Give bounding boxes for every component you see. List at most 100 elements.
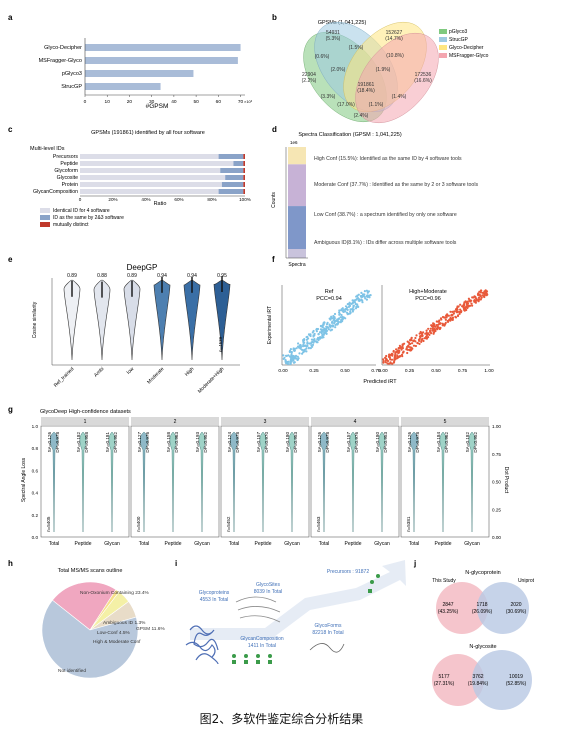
bar-a-label: MSFragger-Glyco: [39, 58, 82, 64]
scatter-point: [477, 293, 480, 297]
g-sa-label: SA=0.180: [285, 432, 290, 453]
panel-g-ylabel2: Dot Product: [503, 467, 509, 494]
bar-c-segment: [233, 161, 244, 166]
violin-median-label: 0.94: [187, 273, 197, 279]
scatter-point: [401, 345, 404, 348]
scatter-point: [389, 353, 392, 357]
g-xcat-label: Total: [409, 541, 420, 547]
legend-c-label: Identical ID for 4 software: [53, 208, 110, 214]
tick-g-right: 1.00: [492, 424, 501, 429]
panel-f: f Experimental iRT Predicted iRT Ref PCC…: [267, 255, 494, 385]
group-header: [221, 417, 309, 425]
legend-c-label: ID as the same by 2&3 software: [53, 215, 124, 221]
venn-j-top-v0: 2847: [442, 602, 453, 608]
scatter-point: [385, 354, 388, 358]
scatter-point: [284, 354, 288, 357]
scatter-point: [433, 330, 436, 333]
group-frame: [310, 425, 400, 538]
scatter-point: [462, 303, 465, 306]
violin: [63, 279, 81, 361]
bar-c-segment: [218, 154, 244, 159]
g-dp-label: DP=0.978: [415, 432, 420, 453]
venn-b-p13: (1.1%): [369, 102, 384, 108]
scatter-point: [397, 355, 400, 359]
scatter-point: [346, 303, 349, 306]
scatter-point: [398, 344, 401, 347]
venn-b-p10: (3.3%): [321, 94, 336, 100]
legend-b-label: Glyco-Decipher: [449, 45, 484, 51]
g-dp-label: DP=0.952: [113, 432, 118, 453]
venn-j-top-p1: (26.09%): [472, 609, 493, 615]
panel-d-xlabel: Spectra: [288, 262, 305, 268]
panel-e-label: e: [8, 255, 13, 264]
scatter-point: [477, 296, 481, 299]
panel-c-sub: Multi-level IDs: [30, 146, 65, 152]
scatter-point: [328, 323, 331, 326]
scatter-point: [414, 344, 417, 348]
venn-j-top-right: [477, 582, 529, 634]
label-precursors: Precursors : 91872: [327, 569, 369, 575]
group-header-label: 1: [84, 419, 87, 425]
scatter-point: [365, 289, 368, 292]
venn-b-p5: (0.6%): [315, 54, 330, 60]
scatter-point: [422, 339, 425, 343]
scatter-point: [410, 336, 413, 339]
panel-f-ylabel: Experimental iRT: [267, 306, 273, 344]
bar-c-label: Protein: [62, 182, 79, 188]
scatter-point: [441, 322, 444, 325]
legend-b-label: MSFragger-Glyco: [449, 53, 489, 59]
scatter-point: [306, 342, 309, 345]
scatter-point: [326, 326, 330, 329]
scatter-point: [397, 350, 400, 353]
bar-c-segment: [243, 175, 245, 180]
tick-g-right: 0.25: [492, 507, 501, 512]
venn-b-p7: (10.8%): [386, 53, 404, 59]
scatter-point: [439, 322, 442, 325]
panel-d-note-low: Low Conf (38.7%) : a spectrum identified…: [314, 212, 457, 218]
scatter-point: [433, 323, 436, 326]
scatter-point: [443, 324, 446, 327]
scatter-point: [346, 306, 349, 309]
tick-g-left: 0.8: [32, 446, 39, 451]
scatter-point: [354, 307, 358, 310]
g-xcat-label: Glycan: [284, 541, 300, 547]
scatter-point: [394, 351, 397, 354]
legend-b-label: StrucGP: [449, 37, 469, 43]
group-frame: [220, 425, 310, 538]
scatter-point: [425, 337, 428, 340]
g-sa-label: SA=0.184: [436, 432, 441, 453]
scatter-point: [469, 304, 472, 307]
group-header-label: 5: [444, 419, 447, 425]
panel-h-label: h: [8, 559, 13, 568]
scatter-point: [479, 298, 482, 301]
bar-c-label: GlycanComposition: [33, 189, 78, 195]
bar-d-segment: [288, 206, 306, 250]
venn-j-top-title: N-glycoprotein: [465, 570, 500, 576]
g-dp-label: DP=0.978: [235, 432, 240, 453]
scatter-point: [298, 352, 301, 355]
bar-c-segment: [80, 161, 234, 166]
scatter-point: [447, 314, 450, 317]
scatter-point: [361, 301, 364, 304]
scatter-point: [474, 295, 477, 298]
panel-a-label: a: [8, 13, 13, 22]
g-xcat-label: Total: [139, 541, 150, 547]
pie-slice: [41, 599, 139, 679]
scatter-point: [433, 325, 436, 328]
scatter-point: [356, 295, 359, 298]
g-violin: [49, 431, 59, 533]
scatter-point: [294, 355, 297, 359]
scatter-point: [414, 340, 417, 343]
venn-b-p4: (16.6%): [414, 78, 432, 84]
scatter-point: [305, 338, 308, 341]
scatter-point: [435, 324, 438, 327]
tick-a-label: 30: [149, 99, 155, 105]
scatter-point: [352, 301, 355, 304]
scatter-point: [445, 316, 448, 319]
scatter-point: [458, 312, 461, 315]
bar-c-segment: [225, 175, 244, 180]
scatter-point: [414, 336, 417, 340]
scatter-point: [382, 360, 385, 363]
scatter-point: [431, 329, 434, 332]
g-xcat-label: Glycan: [374, 541, 390, 547]
